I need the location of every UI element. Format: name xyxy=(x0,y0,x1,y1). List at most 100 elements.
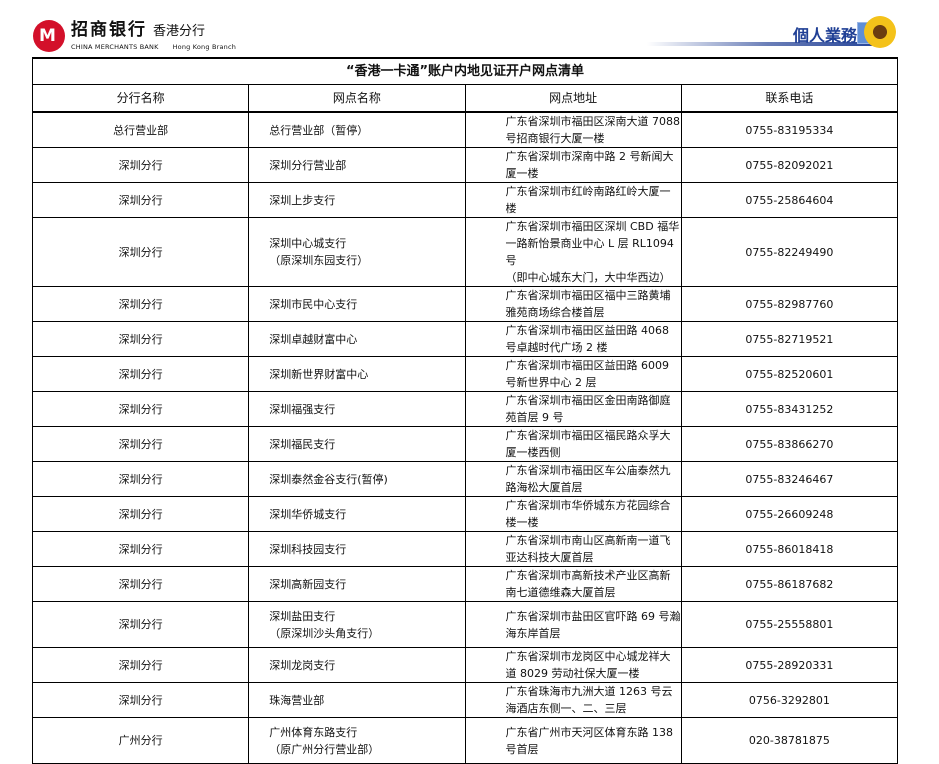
address-cell-line: 广东省广州市天河区体育东路 138 号首层 xyxy=(505,725,674,756)
outlet-table: “香港一卡通”账户内地见证开户网点清单 分行名称 网点名称 网点地址 联系电话 … xyxy=(31,57,899,764)
branch-cell-line: 深圳分行 xyxy=(118,158,163,172)
banner-gradient-bar xyxy=(647,42,887,46)
outlet-cell: 深圳市民中心支行 xyxy=(248,286,466,322)
col-header-address: 网点地址 xyxy=(464,84,682,113)
address-cell: 广东省深圳市高新技术产业区高新南七道德维森大厦首层 xyxy=(464,566,682,602)
branch-cell: 总行营业部 xyxy=(31,111,250,148)
table-row: 深圳分行 深圳科技园支行 广东省深圳市南山区高新南一道飞亚达科技大厦首层 0755-8… xyxy=(31,531,899,567)
phone-cell: 0755-82719521 xyxy=(680,321,899,357)
phone-cell-line: 0755-25864604 xyxy=(745,193,834,207)
outlet-cell-line: 总行营业部（暂停） xyxy=(269,123,369,137)
branch-cell: 广州分行 xyxy=(31,717,250,764)
outlet-cell-line: 深圳华侨城支行 xyxy=(269,507,347,521)
outlet-cell: 深圳华侨城支行 xyxy=(248,496,466,532)
branch-cell-line: 深圳分行 xyxy=(118,332,163,346)
branch-cell-line: 深圳分行 xyxy=(118,437,163,451)
phone-cell: 0755-82092021 xyxy=(680,147,899,183)
outlet-cell: 深圳高新园支行 xyxy=(248,566,466,602)
phone-cell: 0755-83246467 xyxy=(680,461,899,497)
address-cell: 广东省深圳市福田区车公庙泰然九路海松大厦首层 xyxy=(464,461,682,497)
outlet-cell-line: （原深圳东园支行） xyxy=(269,254,369,267)
phone-cell: 0755-26609248 xyxy=(680,496,899,532)
phone-cell-line: 0756-3292801 xyxy=(748,693,830,707)
table-row: 深圳分行 深圳分行营业部 广东省深圳市深南中路 2 号新闻大厦一楼 0755-8209… xyxy=(31,147,899,183)
phone-cell: 0755-86187682 xyxy=(680,566,899,602)
outlet-cell-line: 深圳上步支行 xyxy=(269,193,336,207)
branch-cell-line: 深圳分行 xyxy=(118,542,163,556)
table-row: 深圳分行 深圳福民支行 广东省深圳市福田区福民路众孚大厦一楼西侧 0755-83866… xyxy=(31,426,899,462)
branch-cell-line: 深圳分行 xyxy=(118,402,163,416)
branch-cell-line: 深圳分行 xyxy=(118,245,163,259)
address-cell: 广东省深圳市盐田区官吓路 69 号瀚海东岸首层 xyxy=(464,601,682,648)
table-row: 深圳分行 深圳市民中心支行 广东省深圳市福田区福中三路黄埔雅苑商场综合楼首层 0755… xyxy=(31,286,899,322)
address-cell-line: 广东省深圳市福田区车公庙泰然九路海松大厦首层 xyxy=(505,464,671,494)
branch-cell: 深圳分行 xyxy=(31,286,250,322)
outlet-cell-line: 深圳卓越财富中心 xyxy=(269,332,358,346)
branch-cell: 深圳分行 xyxy=(31,647,250,683)
table-title: “香港一卡通”账户内地见证开户网点清单 xyxy=(32,57,898,85)
outlet-cell-line: 深圳龙岗支行 xyxy=(269,658,336,672)
outlet-cell-line: 深圳福强支行 xyxy=(269,402,336,416)
branch-cell-line: 深圳分行 xyxy=(118,658,163,672)
phone-cell-line: 0755-82987760 xyxy=(745,297,834,311)
outlet-cell: 深圳龙岗支行 xyxy=(248,647,466,683)
table-row: 深圳分行 深圳盐田支行 （原深圳沙头角支行） 广东省深圳市盐田区官吓路 69 号瀚海东… xyxy=(31,601,899,648)
address-cell-line: 广东省深圳市福田区福民路众孚大厦一楼西侧 xyxy=(505,429,671,459)
outlet-cell: 深圳泰然金谷支行(暂停) xyxy=(248,461,466,497)
address-cell-line: 广东省深圳市福田区金田南路御庭苑首层 9 号 xyxy=(505,394,671,424)
branch-cell: 深圳分行 xyxy=(31,566,250,602)
address-cell-line: 广东省深圳市福田区福中三路黄埔雅苑商场综合楼首层 xyxy=(505,289,671,319)
table-header-row: 分行名称 网点名称 网点地址 联系电话 xyxy=(31,84,899,113)
table-row: 深圳分行 深圳华侨城支行 广东省深圳市华侨城东方花园综合楼一楼 0755-266092… xyxy=(31,496,899,532)
branch-cell-line: 深圳分行 xyxy=(118,693,163,707)
address-cell: 广东省深圳市南山区高新南一道飞亚达科技大厦首层 xyxy=(464,531,682,567)
outlet-cell: 深圳上步支行 xyxy=(248,182,466,218)
address-cell-line: 广东省深圳市红岭南路红岭大厦一楼 xyxy=(505,185,671,215)
phone-cell: 0755-86018418 xyxy=(680,531,899,567)
address-cell: 广东省深圳市福田区福中三路黄埔雅苑商场综合楼首层 xyxy=(464,286,682,322)
phone-cell: 0755-83866270 xyxy=(680,426,899,462)
address-cell: 广东省深圳市福田区福民路众孚大厦一楼西侧 xyxy=(464,426,682,462)
address-cell-line: 广东省深圳市盐田区官吓路 69 号瀚海东岸首层 xyxy=(505,609,681,640)
branch-cell-line: 广州分行 xyxy=(118,734,163,747)
sunflower-icon xyxy=(864,16,896,48)
phone-cell-line: 0755-86187682 xyxy=(745,577,834,591)
phone-cell: 0756-3292801 xyxy=(680,682,899,718)
address-cell-line: 广东省深圳市龙岗区中心城龙祥大道 8029 劳动社保大厦一楼 xyxy=(505,650,671,680)
phone-cell: 0755-25864604 xyxy=(680,182,899,218)
logo-branch-cn: 香港分行 xyxy=(153,24,206,39)
outlet-cell: 深圳盐田支行 （原深圳沙头角支行） xyxy=(248,601,466,648)
branch-cell: 深圳分行 xyxy=(31,461,250,497)
outlet-cell-line: 深圳科技园支行 xyxy=(269,542,347,556)
address-cell-line: 广东省深圳市深南中路 2 号新闻大厦一楼 xyxy=(505,150,674,180)
phone-cell: 0755-28920331 xyxy=(680,647,899,683)
outlet-cell-line: 深圳分行营业部 xyxy=(269,158,347,172)
address-cell-line: 广东省珠海市九洲大道 1263 号云海酒店东侧一、二、三层 xyxy=(505,685,673,715)
table-row: 深圳分行 深圳福强支行 广东省深圳市福田区金田南路御庭苑首层 9 号 0755-834… xyxy=(31,391,899,427)
cmb-logo-icon: M xyxy=(33,20,65,52)
phone-cell: 0755-83195334 xyxy=(680,111,899,148)
phone-cell: 0755-82520601 xyxy=(680,356,899,392)
table-row: 深圳分行 深圳卓越财富中心 广东省深圳市福田区益田路 4068 号卓越时代广场 2 … xyxy=(31,321,899,357)
page-header: M 招商银行 香港分行 CHINA MERCHANTS BANK Hong Kong… xyxy=(0,0,939,58)
address-cell-line: （即中心城东大门，大中华西边） xyxy=(505,271,671,284)
outlet-cell-line: 深圳福民支行 xyxy=(269,437,336,451)
phone-cell-line: 0755-83246467 xyxy=(745,472,834,486)
outlet-cell: 总行营业部（暂停） xyxy=(248,111,466,148)
table-row: 深圳分行 珠海营业部 广东省珠海市九洲大道 1263 号云海酒店东侧一、二、三层 07… xyxy=(31,682,899,718)
table-row: 深圳分行 深圳龙岗支行 广东省深圳市龙岗区中心城龙祥大道 8029 劳动社保大厦一楼… xyxy=(31,647,899,683)
address-cell: 广东省深圳市福田区益田路 6009 号新世界中心 2 层 xyxy=(464,356,682,392)
phone-cell-line: 0755-82719521 xyxy=(745,332,834,346)
outlet-cell-line: 珠海营业部 xyxy=(269,693,325,707)
outlet-cell-line: 深圳高新园支行 xyxy=(269,577,347,591)
col-header-outlet: 网点名称 xyxy=(248,84,466,113)
outlet-cell-line: （原广州分行营业部） xyxy=(269,742,380,756)
outlet-cell: 珠海营业部 xyxy=(248,682,466,718)
branch-cell: 深圳分行 xyxy=(31,391,250,427)
branch-cell: 深圳分行 xyxy=(31,601,250,648)
address-cell: 广东省深圳市福田区深南大道 7088 号招商银行大厦一楼 xyxy=(464,111,682,148)
branch-cell: 深圳分行 xyxy=(31,182,250,218)
table-row: 总行营业部 总行营业部（暂停） 广东省深圳市福田区深南大道 7088 号招商银行大厦… xyxy=(31,111,899,148)
branch-cell-line: 深圳分行 xyxy=(118,577,163,591)
branch-cell: 深圳分行 xyxy=(31,147,250,183)
